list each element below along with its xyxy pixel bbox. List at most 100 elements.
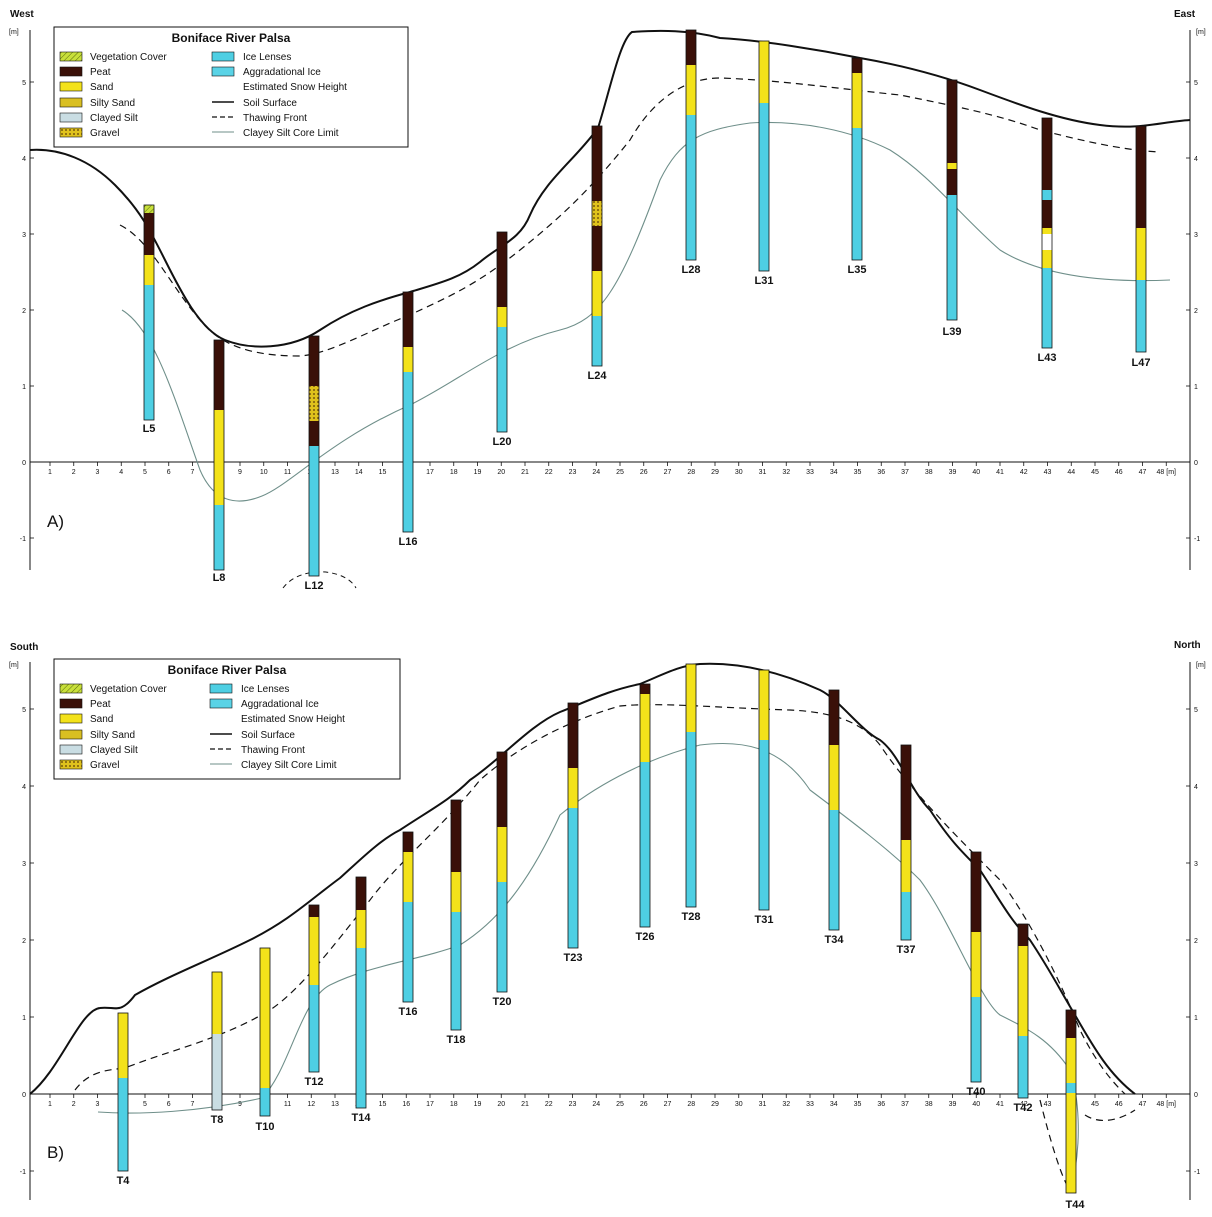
borehole: L20 [493, 231, 511, 448]
profile-a-left-unit: [m] [9, 29, 19, 36]
x-tick-label: 45 [1091, 1101, 1099, 1108]
legend-label: Vegetation Cover [90, 684, 167, 695]
x-tick-label: 9 [238, 1101, 242, 1108]
y-tick-label: 1 [1194, 1015, 1198, 1022]
borehole: L8 [213, 339, 225, 584]
x-tick-label: 35 [854, 1101, 862, 1108]
borehole: L43 [1038, 117, 1056, 364]
profile-a-right-unit: [m] [1196, 29, 1206, 36]
legend-label: Vegetation Cover [90, 52, 167, 63]
legend-label: Sand [90, 82, 113, 93]
y-tick-label: 3 [1194, 861, 1198, 868]
profile-b-y-ticks: 5 54 43 32 21 10 0-1 -1 [20, 707, 1201, 1176]
x-tick-label: 19 [474, 469, 482, 476]
y-tick-label: 0 [1194, 1092, 1198, 1099]
borehole: T26 [636, 683, 654, 943]
x-tick-label: 7 [191, 1101, 195, 1108]
x-tick-label: 11 [284, 469, 291, 476]
x-tick-label: 23 [569, 469, 577, 476]
borehole: L24 [588, 125, 607, 382]
legend-swatch [209, 683, 233, 694]
x-tick-label: 16 [402, 1101, 410, 1108]
borehole-label: T42 [1014, 1102, 1033, 1114]
legend-label: Gravel [90, 760, 119, 771]
x-tick-label: 37 [901, 469, 909, 476]
borehole: L5 [143, 204, 155, 435]
x-tick-label: 43 [1044, 469, 1052, 476]
borehole-label: T40 [967, 1086, 986, 1098]
x-tick-label: 44 [1067, 469, 1075, 476]
x-tick-label: 47 [1139, 469, 1147, 476]
x-tick-label: 40 [972, 1101, 980, 1108]
x-tick-label: 35 [854, 469, 862, 476]
borehole: L39 [943, 79, 962, 338]
y-tick-label: 2 [22, 308, 26, 315]
x-tick-label: 33 [806, 1101, 814, 1108]
x-tick-label: 15 [379, 1101, 387, 1108]
legend-label: Peat [90, 699, 111, 710]
x-tick-label: 48 [m] [1157, 1101, 1177, 1108]
profile-a-left-direction: West [10, 9, 34, 20]
legend-swatch [59, 81, 83, 92]
x-tick-label: 24 [592, 1101, 600, 1108]
x-tick-label: 39 [949, 469, 957, 476]
x-tick-label: 33 [806, 469, 814, 476]
x-tick-label: 5 [143, 469, 147, 476]
borehole-label: T10 [256, 1121, 275, 1133]
borehole-label: T23 [564, 952, 583, 964]
x-tick-label: 20 [497, 1101, 505, 1108]
x-tick-label: 43 [1044, 1101, 1052, 1108]
x-tick-label: 15 [379, 469, 387, 476]
profile-a-x-ticks: 1234567891011121314151617181920212223242… [48, 462, 1176, 476]
x-tick-label: 27 [664, 469, 672, 476]
legend-label: Aggradational Ice [243, 67, 321, 78]
borehole: T34 [825, 689, 844, 946]
y-tick-label: 4 [1194, 156, 1198, 163]
profile-a-legend: Boniface River Palsa Vegetation Cover Pe… [53, 26, 409, 148]
profile-a-right-direction: East [1174, 9, 1196, 20]
borehole: T18 [447, 799, 465, 1046]
borehole: L12 [305, 335, 324, 592]
borehole-label: L12 [305, 580, 324, 592]
x-tick-label: 36 [877, 1101, 885, 1108]
y-tick-label: 1 [1194, 384, 1198, 391]
x-tick-label: 28 [687, 469, 695, 476]
x-tick-label: 34 [830, 469, 838, 476]
x-tick-label: 25 [616, 469, 624, 476]
profile-b-left-unit: [m] [9, 662, 19, 669]
profile-a-core-limit [121, 121, 1171, 502]
x-tick-label: 32 [782, 1101, 790, 1108]
y-tick-label: -1 [20, 1169, 26, 1176]
borehole: T31 [755, 669, 773, 926]
borehole-label: T20 [493, 996, 512, 1008]
x-tick-label: 2 [72, 1101, 76, 1108]
y-tick-label: 4 [22, 156, 26, 163]
borehole: T4 [117, 1012, 130, 1187]
x-tick-label: 21 [521, 1101, 529, 1108]
borehole: T37 [897, 744, 915, 956]
x-tick-label: 25 [616, 1101, 624, 1108]
borehole: T20 [493, 751, 512, 1008]
x-tick-label: 46 [1115, 469, 1123, 476]
x-tick-label: 6 [167, 469, 171, 476]
legend-swatch [59, 51, 83, 62]
x-tick-label: 17 [426, 469, 434, 476]
borehole: T42 [1014, 923, 1033, 1114]
x-tick-label: 45 [1091, 469, 1099, 476]
borehole-label: L35 [848, 264, 867, 276]
borehole: T10 [256, 947, 275, 1133]
legend-title: Boniface River Palsa [168, 663, 287, 677]
y-tick-label: 2 [1194, 308, 1198, 315]
borehole-label: T16 [399, 1006, 418, 1018]
x-tick-label: 20 [497, 469, 505, 476]
x-tick-label: 10 [260, 469, 268, 476]
borehole: T12 [305, 904, 323, 1088]
x-tick-label: 34 [830, 1101, 838, 1108]
x-tick-label: 18 [450, 469, 458, 476]
y-tick-label: 1 [22, 1015, 26, 1022]
borehole: T23 [564, 702, 583, 964]
legend-label: Ice Lenses [243, 52, 291, 63]
borehole-label: L39 [943, 326, 962, 338]
